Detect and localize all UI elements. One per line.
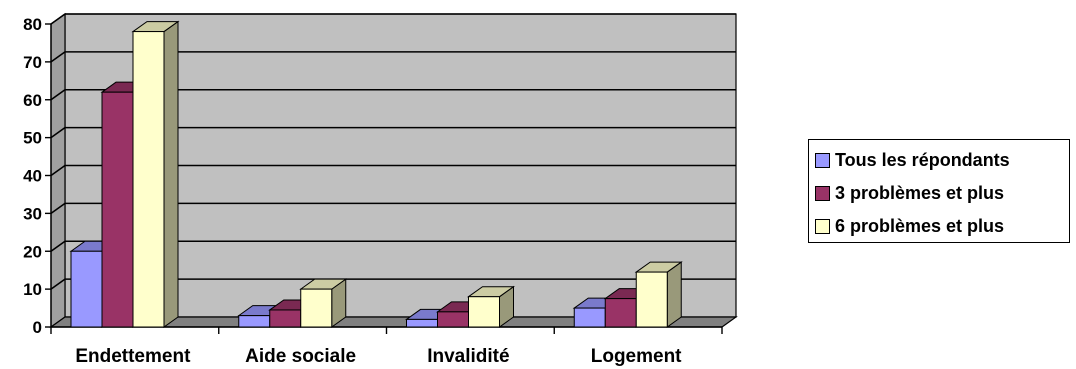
y-tick-label: 50 bbox=[23, 129, 42, 148]
gridline-side bbox=[50, 278, 66, 290]
y-tick-label: 10 bbox=[23, 280, 42, 299]
x-category-label: Logement bbox=[591, 346, 682, 367]
legend: Tous les répondants 3 problèmes et plus … bbox=[808, 139, 1070, 243]
bar-front bbox=[604, 298, 637, 328]
gridline-side bbox=[50, 164, 66, 177]
gridline-side bbox=[50, 240, 66, 252]
x-category-label: Aide sociale bbox=[245, 346, 356, 367]
gridline-side bbox=[50, 13, 66, 25]
bar-front bbox=[573, 307, 606, 328]
bar-front bbox=[101, 91, 134, 328]
y-tick-labels: 0 10 20 30 40 50 60 70 80 bbox=[23, 15, 42, 337]
y-tick-label: 30 bbox=[23, 204, 42, 223]
bar bbox=[634, 261, 683, 328]
bar-front bbox=[269, 309, 302, 328]
bar bbox=[131, 20, 180, 328]
gridline-side bbox=[50, 89, 66, 101]
bar-side bbox=[163, 20, 179, 328]
legend-item: 6 problèmes et plus bbox=[815, 210, 1069, 243]
bar-side bbox=[666, 261, 682, 328]
y-tick-label: 20 bbox=[23, 242, 42, 261]
bar-front bbox=[238, 315, 271, 328]
gridline-side bbox=[50, 202, 66, 215]
legend-item: Tous les répondants bbox=[815, 144, 1069, 177]
y-tick-label: 80 bbox=[23, 15, 42, 34]
y-tick-label: 70 bbox=[23, 53, 42, 72]
y-tick-label: 60 bbox=[23, 91, 42, 110]
gridline-side bbox=[50, 51, 66, 63]
y-tick-label: 0 bbox=[33, 318, 42, 337]
legend-label: Tous les répondants bbox=[835, 150, 1010, 170]
bar-front bbox=[300, 288, 333, 328]
legend-label: 3 problèmes et plus bbox=[835, 183, 1005, 203]
bar-front bbox=[635, 271, 668, 328]
bar bbox=[466, 285, 516, 328]
bar bbox=[299, 278, 348, 328]
legend-label: 6 problèmes et plus bbox=[835, 216, 1005, 236]
bars bbox=[69, 20, 683, 328]
legend-item: 3 problèmes et plus bbox=[815, 177, 1069, 210]
bar-front bbox=[437, 311, 469, 328]
bar-front bbox=[132, 31, 165, 328]
bar-front bbox=[406, 318, 438, 328]
x-category-label: Invalidité bbox=[427, 346, 509, 367]
x-category-label: Endettement bbox=[75, 346, 191, 367]
y-tick-label: 40 bbox=[23, 167, 42, 186]
x-category-labels: Endettement Aide sociale Invalidité Logemen… bbox=[75, 346, 682, 367]
legend-swatch bbox=[815, 186, 830, 201]
bar-front bbox=[468, 296, 500, 328]
legend-swatch bbox=[815, 153, 830, 168]
bar-front bbox=[70, 250, 103, 328]
legend-swatch bbox=[815, 219, 830, 234]
gridline-side bbox=[50, 126, 66, 139]
